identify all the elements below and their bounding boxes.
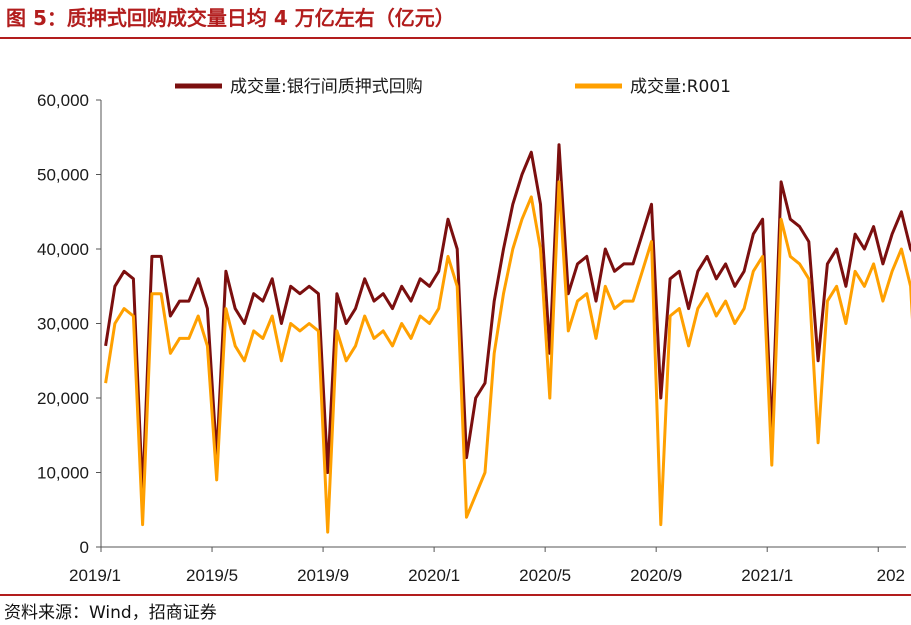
x-tick-label: 2020/9 (630, 566, 682, 585)
legend-label-series-1: 成交量:银行间质押式回购 (230, 77, 423, 97)
x-tick-label: 2019/1 (69, 566, 121, 585)
legend-label-series-2: 成交量:R001 (630, 77, 731, 97)
x-tick-label: 2020/5 (519, 566, 571, 585)
x-tick-label: 2019/9 (297, 566, 349, 585)
x-tick-label: 202 (877, 566, 905, 585)
y-axis: 0 10,000 20,000 30,000 40,000 50,000 60,000 (37, 91, 102, 557)
series-line-1 (104, 143, 911, 497)
y-tick-label: 0 (80, 538, 89, 557)
y-tick-label: 60,000 (37, 91, 89, 110)
y-tick-label: 40,000 (37, 240, 89, 259)
series-line-2 (104, 180, 911, 534)
figure-title: 图 5：质押式回购成交量日均 4 万亿左右（亿元） (6, 6, 455, 30)
x-axis: 2019/1 2019/5 2019/9 2020/1 2020/5 2020/9 2021… (69, 546, 906, 585)
chart: 成交量:银行间质押式回购 成交量:R001 0 10,000 20,000 30,00… (37, 77, 911, 585)
source-divider (0, 594, 911, 596)
y-tick-label: 30,000 (37, 315, 89, 334)
x-tick-label: 2021/1 (741, 566, 793, 585)
plot-lines (104, 143, 911, 534)
y-tick-label: 10,000 (37, 464, 89, 483)
title-divider (0, 37, 911, 39)
y-tick-label: 50,000 (37, 166, 89, 185)
y-tick-label: 20,000 (37, 389, 89, 408)
x-tick-label: 2019/5 (186, 566, 238, 585)
x-tick-label: 2020/1 (408, 566, 460, 585)
source-note: 资料来源：Wind，招商证券 (4, 603, 217, 623)
legend: 成交量:银行间质押式回购 成交量:R001 (175, 77, 731, 97)
